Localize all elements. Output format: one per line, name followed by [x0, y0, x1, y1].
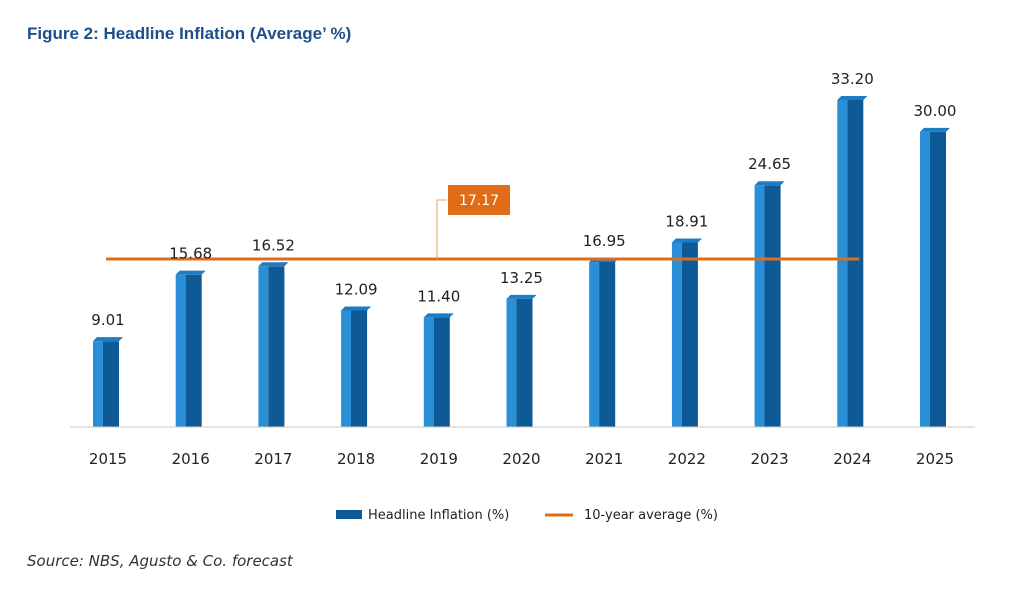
- bar-2016: [175, 270, 206, 427]
- average-callout-label: 17.17: [459, 193, 499, 209]
- x-tick-2017: 2017: [254, 450, 292, 468]
- data-label-2024: 33.20: [831, 70, 874, 88]
- bar-top-cap: [93, 337, 123, 342]
- bar-face-light: [506, 298, 517, 427]
- figure-title: Figure 2: Headline Inflation (Average’ %…: [27, 24, 352, 43]
- bar-face-dark: [185, 274, 202, 427]
- x-tick-2016: 2016: [172, 450, 210, 468]
- legend-swatch-bar: [336, 510, 362, 519]
- data-label-2016: 15.68: [169, 245, 212, 263]
- bar-face-dark: [599, 262, 616, 427]
- bar-2017: [258, 262, 289, 427]
- data-label-2025: 30.00: [914, 102, 957, 120]
- data-label-2021: 16.95: [583, 232, 626, 250]
- bar-top-cap: [341, 306, 372, 311]
- bar-2021: [589, 258, 620, 427]
- bar-top-cap: [920, 127, 950, 132]
- bar-2019: [423, 313, 454, 427]
- bar-face-light: [589, 262, 600, 427]
- x-tick-2023: 2023: [751, 450, 789, 468]
- bar-2024: [837, 96, 868, 427]
- legend-label-line: 10-year average (%): [584, 508, 718, 523]
- bar-face-dark: [351, 310, 368, 427]
- callout-leader-line: [436, 199, 447, 259]
- legend-label-bar: Headline Inflation (%): [368, 508, 509, 523]
- average-callout-box: [448, 185, 510, 215]
- bar-top-cap: [754, 181, 785, 186]
- x-tick-2025: 2025: [916, 450, 954, 468]
- legend: Headline Inflation (%) 10-year average (…: [336, 508, 718, 523]
- bar-top-cap: [671, 238, 702, 243]
- bar-face-dark: [681, 242, 698, 427]
- x-tick-2020: 2020: [502, 450, 540, 468]
- x-tick-2015: 2015: [89, 450, 127, 468]
- x-tick-2024: 2024: [833, 450, 871, 468]
- bar-top-cap: [837, 96, 868, 100]
- labels-layer: 9.01 15.68 16.52 12.09 11.40 13.25 16.95 18.91 2…: [91, 70, 956, 329]
- bar-face-light: [837, 100, 848, 427]
- bar-2023: [754, 181, 785, 427]
- x-tick-2022: 2022: [668, 450, 706, 468]
- source-note: Source: NBS, Agusto & Co. forecast: [27, 552, 293, 570]
- bar-face-light: [93, 341, 103, 427]
- x-tick-2019: 2019: [420, 450, 458, 468]
- bar-top-cap: [423, 313, 454, 318]
- bar-2022: [671, 238, 702, 427]
- data-label-2019: 11.40: [417, 287, 460, 305]
- bar-2025: [920, 127, 950, 427]
- bar-face-light: [258, 266, 269, 427]
- data-label-2023: 24.65: [748, 155, 791, 173]
- bar-face-dark: [268, 266, 285, 427]
- bars-layer: [93, 96, 950, 427]
- x-tick-2021: 2021: [585, 450, 623, 468]
- average-layer: 17.17: [106, 185, 860, 261]
- bar-top-cap: [175, 270, 206, 275]
- bar-face-dark: [764, 185, 781, 427]
- data-label-2022: 18.91: [665, 212, 708, 230]
- bar-face-light: [423, 317, 434, 427]
- bar-face-light: [341, 310, 351, 427]
- bar-top-cap: [258, 262, 289, 267]
- bar-face-light: [175, 274, 186, 427]
- data-label-2017: 16.52: [252, 236, 295, 254]
- bar-face-dark: [847, 100, 864, 427]
- bar-face-dark: [102, 341, 119, 427]
- bar-face-dark: [433, 317, 450, 427]
- bar-face-dark: [516, 298, 533, 427]
- data-label-2015: 9.01: [91, 311, 124, 329]
- bar-top-cap: [506, 294, 537, 299]
- data-label-2018: 12.09: [335, 280, 378, 298]
- bar-2015: [93, 337, 123, 427]
- bar-2020: [506, 294, 537, 427]
- bar-face-light: [671, 242, 682, 427]
- bar-face-light: [754, 185, 765, 427]
- x-tick-labels: 2015 2016 2017 2018 2019 2020 2021 2022 2023 2024…: [89, 450, 954, 468]
- x-tick-2018: 2018: [337, 450, 375, 468]
- data-label-2020: 13.25: [500, 269, 543, 287]
- bar-face-light: [920, 131, 930, 427]
- bar-2018: [341, 306, 372, 427]
- bar-face-dark: [929, 131, 946, 427]
